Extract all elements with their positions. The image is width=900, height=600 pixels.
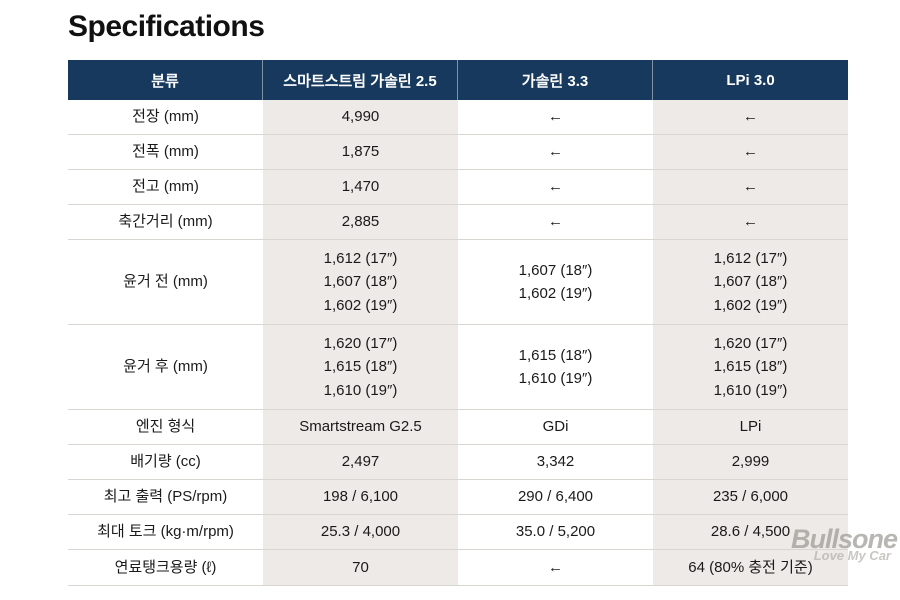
spec-cell: 4,990 xyxy=(263,100,458,134)
spec-cell: 2,999 xyxy=(653,445,848,479)
spec-cell: LPi xyxy=(653,410,848,444)
spec-cell: ← xyxy=(548,558,563,576)
table-row: 윤거 후 (mm) 1,620 (17″) 1,615 (18″) 1,610 (… xyxy=(68,325,848,410)
spec-cell: 1,612 (17″) 1,607 (18″) 1,602 (19″) xyxy=(263,240,458,324)
table-row: 축간거리 (mm) 2,885 ← ← xyxy=(68,205,848,240)
spec-cell: 25.3 / 4,000 xyxy=(263,515,458,549)
table-row: 연료탱크용량 (ℓ) 70 ← 64 (80% 충전 기준) xyxy=(68,550,848,585)
table-row: 전고 (mm) 1,470 ← ← xyxy=(68,170,848,205)
spec-cell: 3,342 xyxy=(536,453,575,471)
row-label: 전폭 (mm) xyxy=(132,143,199,161)
spec-cell: ← xyxy=(653,100,848,134)
spec-cell: 2,885 xyxy=(263,205,458,239)
table-row: 전장 (mm) 4,990 ← ← xyxy=(68,100,848,135)
row-label: 연료탱크용량 (ℓ) xyxy=(114,558,217,576)
spec-cell: 235 / 6,000 xyxy=(653,480,848,514)
spec-cell: 70 xyxy=(263,550,458,585)
row-label: 윤거 후 (mm) xyxy=(123,358,208,376)
spec-cell: 28.6 / 4,500 xyxy=(653,515,848,549)
table-row: 최고 출력 (PS/rpm) 198 / 6,100 290 / 6,400 235 … xyxy=(68,480,848,515)
spec-cell: 1,620 (17″) 1,615 (18″) 1,610 (19″) xyxy=(263,325,458,409)
row-label: 전장 (mm) xyxy=(132,108,199,126)
spec-cell: ← xyxy=(653,205,848,239)
spec-cell: 1,620 (17″) 1,615 (18″) 1,610 (19″) xyxy=(653,325,848,409)
spec-cell: ← xyxy=(548,108,563,126)
table-row: 윤거 전 (mm) 1,612 (17″) 1,607 (18″) 1,602 (… xyxy=(68,240,848,325)
specifications-table: 분류 스마트스트림 가솔린 2.5 가솔린 3.3 LPi 3.0 전장 (mm) 4,… xyxy=(68,60,848,586)
row-label: 윤거 전 (mm) xyxy=(123,273,208,291)
table-header-row: 분류 스마트스트림 가솔린 2.5 가솔린 3.3 LPi 3.0 xyxy=(68,60,848,100)
spec-cell: 1,612 (17″) 1,607 (18″) 1,602 (19″) xyxy=(653,240,848,324)
spec-cell: ← xyxy=(653,170,848,204)
spec-cell: 1,615 (18″) 1,610 (19″) xyxy=(518,346,593,387)
column-header: 스마트스트림 가솔린 2.5 xyxy=(263,60,458,100)
spec-cell: Smartstream G2.5 xyxy=(263,410,458,444)
spec-cell: 1,470 xyxy=(263,170,458,204)
table-body: 전장 (mm) 4,990 ← ← 전폭 (mm) 1,875 ← ← 전고 (mm) 1,470… xyxy=(68,100,848,585)
row-label: 최대 토크 (kg·m/rpm) xyxy=(97,523,234,541)
spec-cell: ← xyxy=(548,213,563,231)
column-header: 분류 xyxy=(68,60,263,100)
table-row: 엔진 형식 Smartstream G2.5 GDi LPi xyxy=(68,410,848,445)
column-header: 가솔린 3.3 xyxy=(458,60,653,100)
spec-cell: 290 / 6,400 xyxy=(517,488,594,506)
spec-cell: 198 / 6,100 xyxy=(263,480,458,514)
page-title: Specifications xyxy=(68,10,265,43)
row-label: 최고 출력 (PS/rpm) xyxy=(103,488,228,506)
row-label: 축간거리 (mm) xyxy=(118,213,213,231)
table-row: 최대 토크 (kg·m/rpm) 25.3 / 4,000 35.0 / 5,200… xyxy=(68,515,848,550)
spec-cell: 35.0 / 5,200 xyxy=(515,523,596,541)
row-label: 엔진 형식 xyxy=(135,418,196,436)
row-label: 배기량 (cc) xyxy=(130,453,201,471)
spec-cell: ← xyxy=(548,143,563,161)
row-label: 전고 (mm) xyxy=(132,178,199,196)
table-row: 배기량 (cc) 2,497 3,342 2,999 xyxy=(68,445,848,480)
spec-cell: 1,607 (18″) 1,602 (19″) xyxy=(518,261,593,302)
spec-cell: 1,875 xyxy=(263,135,458,169)
spec-cell: GDi xyxy=(542,418,569,436)
table-row: 전폭 (mm) 1,875 ← ← xyxy=(68,135,848,170)
spec-cell: 64 (80% 충전 기준) xyxy=(653,550,848,585)
column-header: LPi 3.0 xyxy=(726,71,775,89)
spec-cell: 2,497 xyxy=(263,445,458,479)
spec-cell: ← xyxy=(653,135,848,169)
spec-cell: ← xyxy=(548,178,563,196)
